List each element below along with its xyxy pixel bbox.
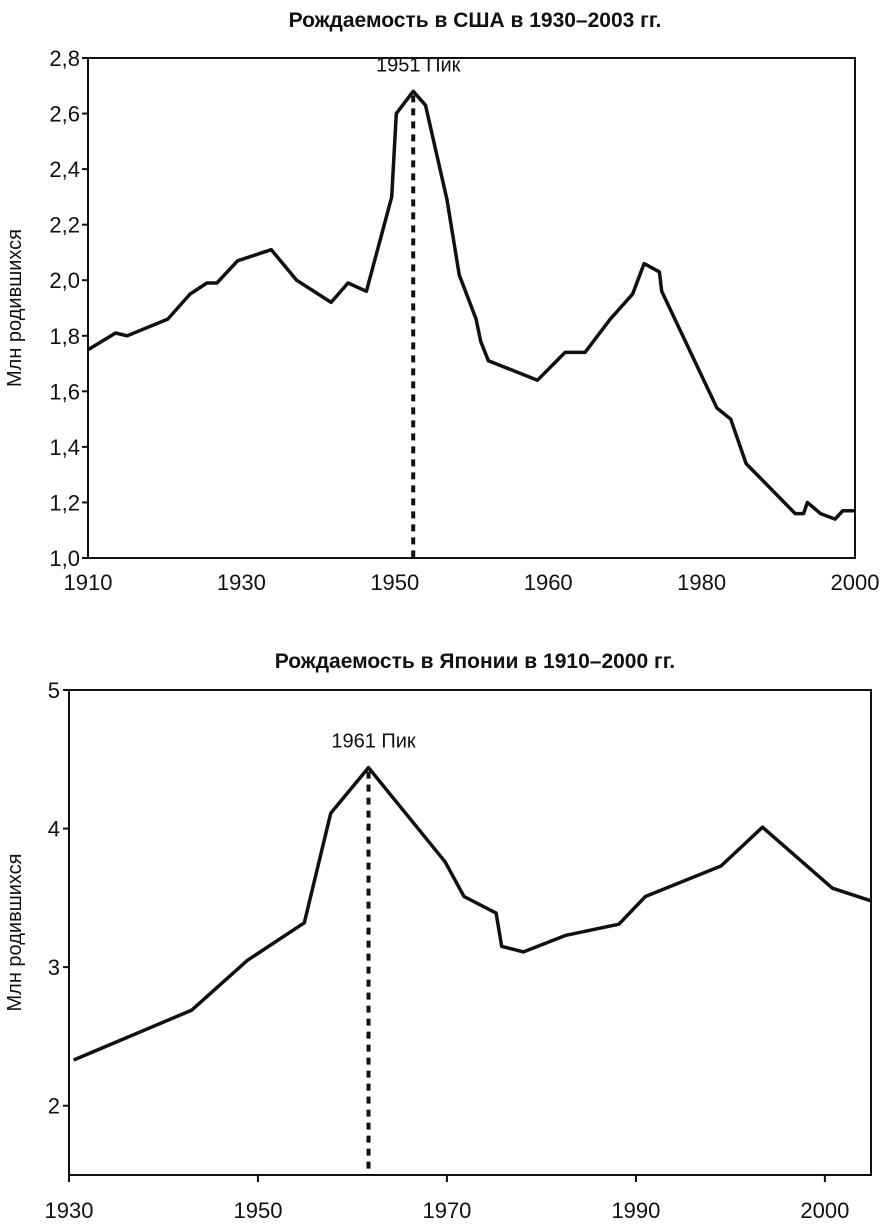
- x-tick-label: 1960: [524, 570, 573, 595]
- y-tick-label: 2: [48, 1094, 60, 1119]
- x-tick-label: 1950: [233, 1198, 282, 1223]
- y-tick-label: 2,4: [49, 157, 80, 182]
- y-tick-label: 1,0: [49, 546, 80, 571]
- x-tick-label: 2000: [831, 570, 880, 595]
- y-axis-label: Млн родившихся: [4, 853, 26, 1011]
- peak-annotation: 1951 Пик: [376, 54, 461, 76]
- y-tick-label: 1,2: [49, 490, 80, 515]
- y-tick-label: 2,6: [49, 102, 80, 127]
- x-tick-label: 1970: [422, 1198, 471, 1223]
- x-tick-label: 2000: [800, 1198, 849, 1223]
- series-line-usa: [87, 89, 855, 521]
- x-tick-label: 1910: [64, 570, 113, 595]
- x-tick-label: 1990: [611, 1198, 660, 1223]
- y-tick-label: 2,0: [49, 268, 80, 293]
- y-tick-label: 2,2: [49, 213, 80, 238]
- y-axis-label: Млн родившихся: [4, 229, 26, 387]
- y-tick-label: 1,6: [49, 379, 80, 404]
- peak-annotation: 1961 Пик: [331, 731, 416, 753]
- x-tick-label: 1930: [45, 1198, 94, 1223]
- x-tick-label: 1930: [217, 570, 266, 595]
- y-tick-label: 3: [48, 955, 60, 980]
- x-tick-label: 1980: [677, 570, 726, 595]
- y-tick-label: 1,4: [49, 435, 80, 460]
- series-line-japan: [73, 765, 871, 1062]
- y-tick-label: 4: [48, 817, 60, 842]
- y-tick-label: 5: [48, 678, 60, 703]
- y-tick-label: 2,8: [49, 46, 80, 71]
- plot-frame: [87, 57, 856, 559]
- y-tick-label: 1,8: [49, 324, 80, 349]
- x-tick-label: 1950: [370, 570, 419, 595]
- chart-title: Рождаемость в США в 1930–2003 гг.: [289, 9, 662, 32]
- chart-title: Рождаемость в Японии в 1910–2000 гг.: [275, 650, 675, 673]
- plot-frame: [68, 689, 872, 1176]
